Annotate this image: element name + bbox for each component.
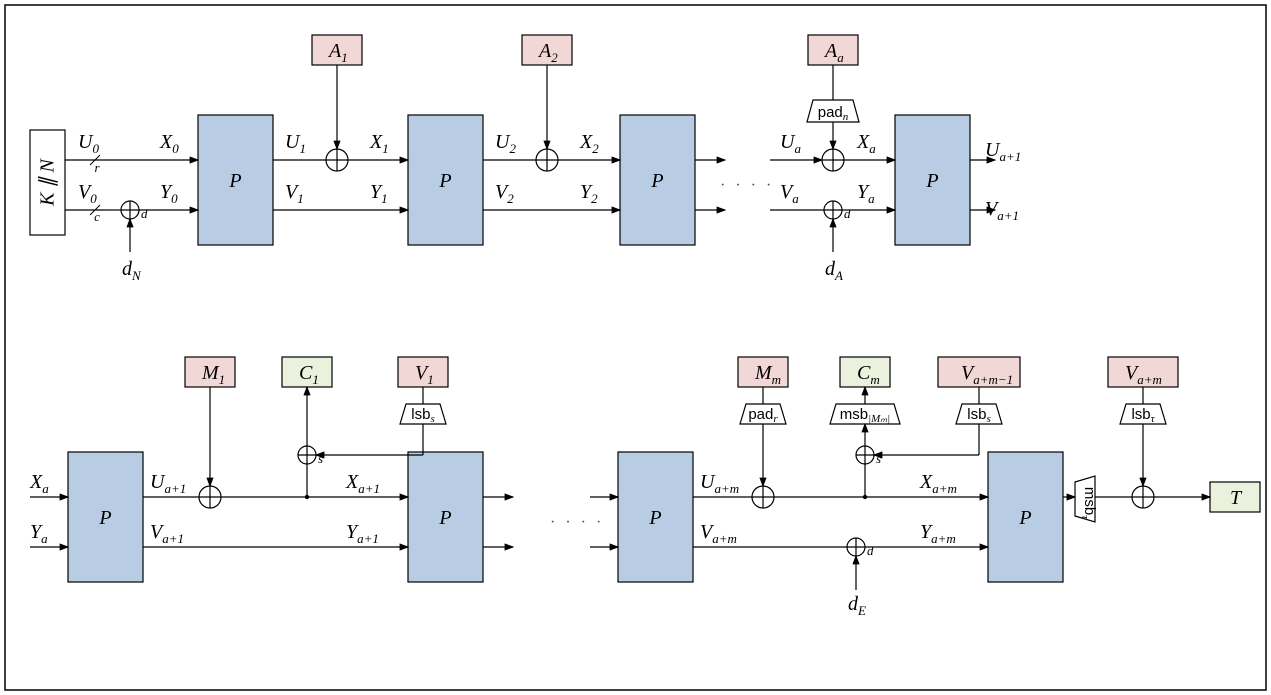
svg-text:r: r xyxy=(94,160,100,175)
svg-text:V1: V1 xyxy=(285,181,304,206)
svg-text:Va+1: Va+1 xyxy=(150,521,184,546)
svg-text:U0: U0 xyxy=(78,131,99,156)
svg-text:Y1: Y1 xyxy=(370,181,388,206)
svg-text:Xa+1: Xa+1 xyxy=(345,471,380,496)
svg-text:s: s xyxy=(876,451,881,466)
svg-text:Xa+m: Xa+m xyxy=(919,471,957,496)
svg-text:P: P xyxy=(1018,507,1031,529)
svg-text:Ya+1: Ya+1 xyxy=(346,521,379,546)
svg-text:P: P xyxy=(228,170,241,192)
init-label: K ∥ N xyxy=(37,158,59,207)
svg-text:Ua+1: Ua+1 xyxy=(150,471,186,496)
svg-text:P: P xyxy=(438,170,451,192)
svg-text:Va+m: Va+m xyxy=(700,521,737,546)
svg-text:X2: X2 xyxy=(579,131,599,156)
outer-frame xyxy=(5,5,1266,690)
svg-text:X1: X1 xyxy=(369,131,389,156)
svg-text:· · · ·: · · · · xyxy=(550,514,604,531)
svg-text:c: c xyxy=(94,209,100,224)
svg-text:V0: V0 xyxy=(78,181,97,206)
svg-text:d: d xyxy=(844,206,851,221)
svg-text:d: d xyxy=(141,206,148,221)
svg-text:Y2: Y2 xyxy=(580,181,598,206)
svg-text:U1: U1 xyxy=(285,131,306,156)
svg-text:Ya+m: Ya+m xyxy=(920,521,956,546)
svg-text:Va+1: Va+1 xyxy=(985,198,1019,223)
svg-text:msbτ: msbτ xyxy=(1079,487,1098,520)
svg-text:Ua+m: Ua+m xyxy=(700,471,739,496)
svg-text:· · · ·: · · · · xyxy=(720,177,774,194)
svg-text:d: d xyxy=(867,543,874,558)
svg-text:Xa: Xa xyxy=(856,131,876,156)
svg-text:Ua+1: Ua+1 xyxy=(985,139,1021,164)
svg-text:P: P xyxy=(648,507,661,529)
svg-text:P: P xyxy=(650,170,663,192)
svg-text:Ua: Ua xyxy=(780,131,801,156)
svg-text:P: P xyxy=(438,507,451,529)
svg-text:X0: X0 xyxy=(159,131,179,156)
svg-text:dE: dE xyxy=(848,593,866,618)
svg-text:Ya: Ya xyxy=(857,181,875,206)
svg-text:Ya: Ya xyxy=(30,521,48,546)
svg-text:s: s xyxy=(318,451,323,466)
svg-text:P: P xyxy=(98,507,111,529)
svg-text:Va: Va xyxy=(780,181,799,206)
svg-text:dN: dN xyxy=(122,258,142,283)
svg-text:Y0: Y0 xyxy=(160,181,178,206)
svg-text:U2: U2 xyxy=(495,131,516,156)
svg-text:T: T xyxy=(1230,487,1243,509)
svg-text:dA: dA xyxy=(825,258,843,283)
crypto-sponge-diagram: K ∥ NPPPPA1A2Aapadndd· · · ·U0V0rcX0Y0U1… xyxy=(0,0,1271,695)
svg-text:P: P xyxy=(925,170,938,192)
svg-text:Xa: Xa xyxy=(29,471,49,496)
svg-text:V2: V2 xyxy=(495,181,514,206)
